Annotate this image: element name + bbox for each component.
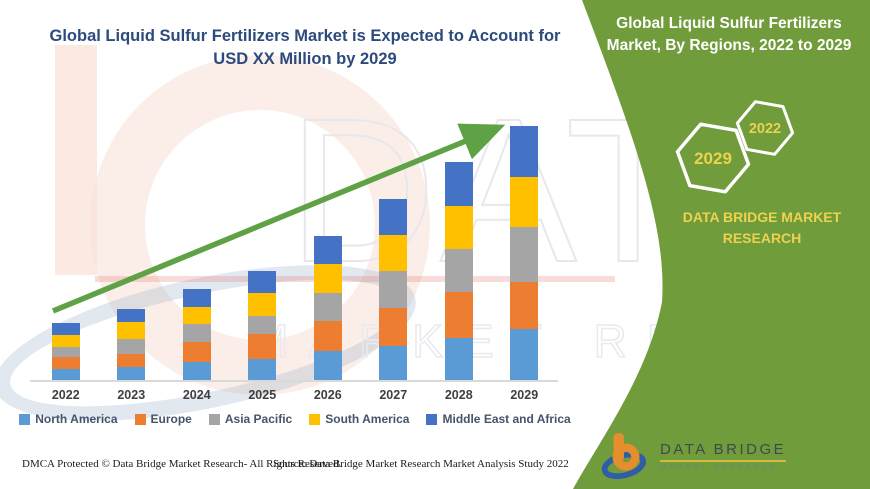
bar-segment-2029-north-america: [510, 329, 539, 380]
x-axis-label-2024: 2024: [182, 388, 211, 402]
legend-label: South America: [325, 412, 410, 426]
legend-item-north-america: North America: [19, 412, 118, 426]
legend-item-south-america: South America: [309, 412, 409, 426]
databridge-logo-icon: [601, 433, 647, 480]
bar-segment-2024-middle-east-and-africa: [182, 289, 211, 307]
bar-segment-2022-asia-pacific: [51, 347, 80, 357]
legend-label: Asia Pacific: [224, 412, 293, 426]
footer-source-text: Source: Data Bridge Market Research Mark…: [273, 458, 569, 470]
bar-segment-2028-europe: [444, 292, 473, 338]
bar-segment-2027-europe: [379, 308, 408, 346]
bar-segment-2024-north-america: [182, 362, 211, 380]
legend-swatch: [208, 413, 220, 425]
bar-segment-2026-asia-pacific: [313, 293, 342, 321]
bar-segment-2026-north-america: [313, 351, 342, 380]
legend-item-europe: Europe: [134, 412, 192, 426]
panel-title: Global Liquid Sulfur Fertilizers Market,…: [606, 15, 852, 54]
logo-divider: [660, 460, 787, 462]
databridge-logo: DATA BRIDGE MARKET RESEARCH: [600, 430, 787, 482]
bar-segment-2025-south-america: [248, 293, 277, 316]
x-axis-label-2028: 2028: [444, 388, 473, 402]
x-axis-label-2023: 2023: [117, 388, 146, 402]
chart-legend: North America Europe Asia Pacific South Ame…: [19, 412, 571, 426]
panel-brand-text: DATA BRIDGE MARKET RESEARCH: [682, 209, 842, 246]
bar-segment-2023-north-america: [117, 367, 146, 380]
legend-label: Europe: [150, 412, 192, 426]
bar-segment-2027-asia-pacific: [379, 271, 408, 308]
bar-segment-2029-south-america: [510, 177, 539, 227]
bar-segment-2023-europe: [117, 354, 146, 367]
legend-label: North America: [35, 412, 118, 426]
legend-item-asia-pacific: Asia Pacific: [208, 412, 293, 426]
bar-segment-2022-middle-east-and-africa: [51, 323, 80, 335]
bar-segment-2028-south-america: [444, 206, 473, 249]
legend-swatch: [134, 413, 146, 425]
green-panel-path: [573, 0, 870, 489]
chart-title: Global Liquid Sulfur Fertilizers Market …: [49, 27, 561, 68]
legend-item-middle-east-and-africa: Middle East and Africa: [426, 412, 571, 426]
bar-segment-2029-asia-pacific: [510, 227, 539, 282]
legend-swatch: [426, 413, 438, 425]
bar-segment-2028-asia-pacific: [444, 249, 473, 292]
bar-segment-2023-south-america: [117, 322, 146, 339]
bar-segment-2026-europe: [313, 321, 342, 351]
bar-segment-2025-north-america: [248, 359, 277, 380]
bar-segment-2027-north-america: [379, 346, 408, 380]
bar-segment-2024-europe: [182, 342, 211, 362]
bar-segment-2025-asia-pacific: [248, 316, 277, 334]
bar-segment-2029-europe: [510, 282, 539, 329]
x-axis-label-2026: 2026: [313, 388, 342, 402]
x-axis-label-2025: 2025: [248, 388, 277, 402]
bar-segment-2025-europe: [248, 334, 277, 359]
footer-dmca-text: DMCA Protected © Data Bridge Market Rese…: [22, 458, 342, 470]
bar-segment-2029-middle-east-and-africa: [510, 126, 539, 177]
bar-segment-2026-south-america: [313, 264, 342, 293]
x-axis-label-2027: 2027: [379, 388, 408, 402]
bar-segment-2022-europe: [51, 357, 80, 369]
logo-name: DATA BRIDGE: [660, 441, 787, 458]
legend-label: Middle East and Africa: [442, 412, 571, 426]
bar-segment-2024-south-america: [182, 307, 211, 324]
bar-segment-2023-asia-pacific: [117, 339, 146, 354]
bar-segment-2022-north-america: [51, 369, 80, 380]
bar-segment-2028-north-america: [444, 338, 473, 380]
bar-segment-2022-south-america: [51, 335, 80, 347]
bar-segment-2023-middle-east-and-africa: [117, 309, 146, 322]
bar-segment-2024-asia-pacific: [182, 324, 211, 342]
legend-swatch: [19, 413, 31, 425]
x-axis-label-2029: 2029: [510, 388, 539, 402]
legend-swatch: [309, 413, 321, 425]
bar-segment-2027-middle-east-and-africa: [379, 199, 408, 235]
bar-segment-2026-middle-east-and-africa: [313, 236, 342, 264]
logo-subtitle: MARKET RESEARCH: [660, 464, 778, 471]
logo-b-bowl: [612, 443, 640, 471]
x-axis-label-2022: 2022: [51, 388, 80, 402]
x-axis-line: [30, 380, 558, 382]
bar-segment-2028-middle-east-and-africa: [444, 162, 473, 206]
bar-segment-2025-middle-east-and-africa: [248, 271, 277, 293]
bar-segment-2027-south-america: [379, 235, 408, 271]
